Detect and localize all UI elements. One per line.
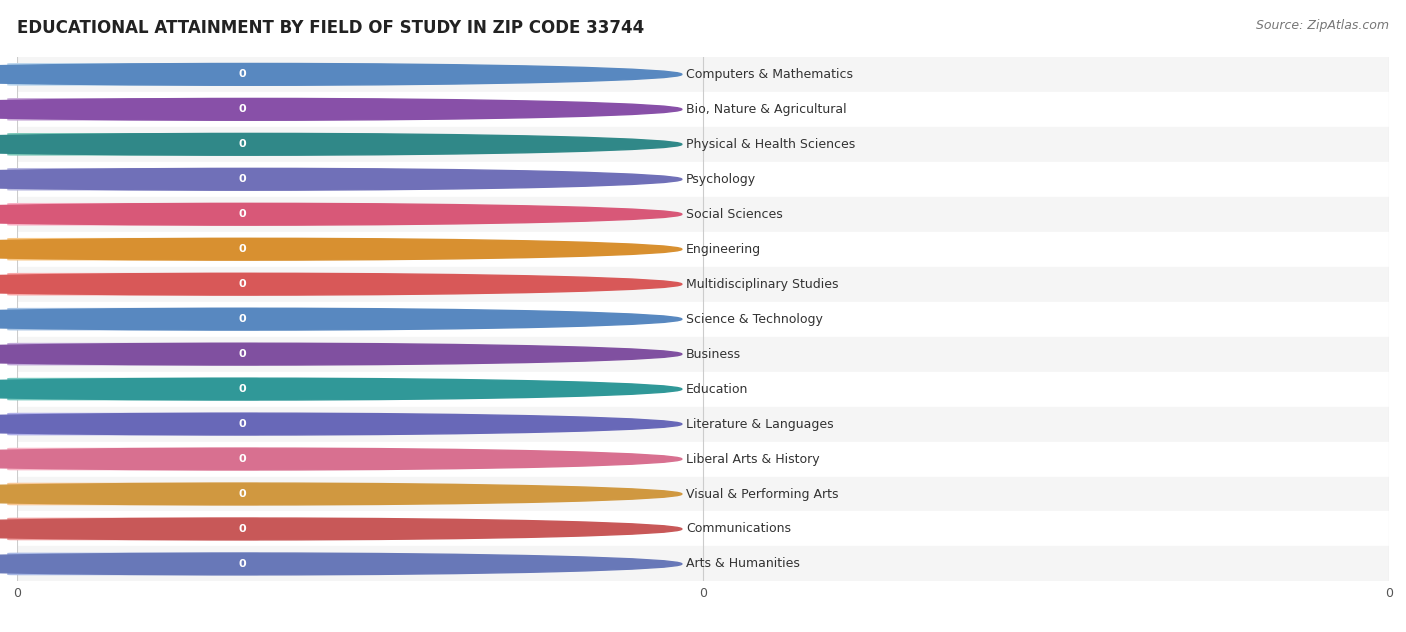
FancyBboxPatch shape	[7, 378, 260, 401]
Text: Physical & Health Sciences: Physical & Health Sciences	[686, 138, 855, 151]
Text: Education: Education	[686, 382, 748, 396]
FancyBboxPatch shape	[7, 98, 260, 121]
Circle shape	[0, 483, 682, 505]
Text: EDUCATIONAL ATTAINMENT BY FIELD OF STUDY IN ZIP CODE 33744: EDUCATIONAL ATTAINMENT BY FIELD OF STUDY…	[17, 19, 644, 37]
Text: Source: ZipAtlas.com: Source: ZipAtlas.com	[1256, 19, 1389, 32]
Text: Bio, Nature & Agricultural: Bio, Nature & Agricultural	[686, 103, 846, 116]
Text: 0: 0	[239, 279, 246, 289]
Bar	[17, 372, 1389, 406]
Text: 0: 0	[239, 349, 246, 359]
Bar	[17, 511, 1389, 547]
FancyBboxPatch shape	[7, 63, 260, 86]
Bar	[17, 477, 1389, 511]
FancyBboxPatch shape	[7, 413, 260, 435]
Circle shape	[0, 238, 682, 260]
FancyBboxPatch shape	[7, 483, 260, 506]
Text: 0: 0	[239, 209, 246, 219]
Text: 0: 0	[239, 524, 246, 534]
Circle shape	[0, 168, 682, 190]
FancyBboxPatch shape	[7, 133, 260, 155]
FancyBboxPatch shape	[7, 238, 260, 260]
Circle shape	[0, 518, 682, 540]
Circle shape	[0, 273, 682, 295]
FancyBboxPatch shape	[7, 343, 260, 365]
Circle shape	[0, 204, 682, 225]
Bar	[17, 92, 1389, 127]
Text: 0: 0	[239, 384, 246, 394]
FancyBboxPatch shape	[7, 552, 260, 575]
Bar	[17, 232, 1389, 267]
Text: 0: 0	[239, 314, 246, 324]
Text: 0: 0	[239, 139, 246, 149]
Text: Engineering: Engineering	[686, 243, 761, 256]
Circle shape	[0, 308, 682, 330]
Circle shape	[0, 448, 682, 470]
Bar	[17, 301, 1389, 337]
Text: Social Sciences: Social Sciences	[686, 208, 783, 221]
Text: 0: 0	[239, 70, 246, 80]
Circle shape	[0, 378, 682, 400]
Bar	[17, 442, 1389, 477]
Bar	[17, 197, 1389, 232]
Bar	[17, 162, 1389, 197]
Bar	[17, 267, 1389, 301]
Bar	[17, 547, 1389, 581]
Bar	[17, 127, 1389, 162]
Text: 0: 0	[239, 104, 246, 114]
Circle shape	[0, 63, 682, 85]
FancyBboxPatch shape	[7, 518, 260, 540]
FancyBboxPatch shape	[7, 168, 260, 191]
Text: Computers & Mathematics: Computers & Mathematics	[686, 68, 853, 81]
FancyBboxPatch shape	[7, 308, 260, 331]
Text: Visual & Performing Arts: Visual & Performing Arts	[686, 487, 838, 501]
FancyBboxPatch shape	[7, 447, 260, 470]
Text: Multidisciplinary Studies: Multidisciplinary Studies	[686, 277, 838, 291]
Bar	[17, 337, 1389, 372]
Text: Communications: Communications	[686, 523, 792, 535]
Circle shape	[0, 133, 682, 155]
Text: 0: 0	[239, 454, 246, 464]
Text: Liberal Arts & History: Liberal Arts & History	[686, 453, 820, 466]
Text: 0: 0	[239, 244, 246, 254]
Text: Arts & Humanities: Arts & Humanities	[686, 557, 800, 571]
Text: Psychology: Psychology	[686, 173, 756, 186]
Text: Science & Technology: Science & Technology	[686, 313, 823, 325]
Circle shape	[0, 413, 682, 435]
Circle shape	[0, 553, 682, 575]
FancyBboxPatch shape	[7, 203, 260, 226]
Text: 0: 0	[239, 419, 246, 429]
FancyBboxPatch shape	[7, 273, 260, 296]
Text: 0: 0	[239, 174, 246, 185]
Bar	[17, 406, 1389, 442]
Text: Business: Business	[686, 348, 741, 361]
Text: 0: 0	[239, 559, 246, 569]
Circle shape	[0, 99, 682, 120]
Bar	[17, 57, 1389, 92]
Circle shape	[0, 343, 682, 365]
Text: 0: 0	[239, 489, 246, 499]
Text: Literature & Languages: Literature & Languages	[686, 418, 834, 430]
